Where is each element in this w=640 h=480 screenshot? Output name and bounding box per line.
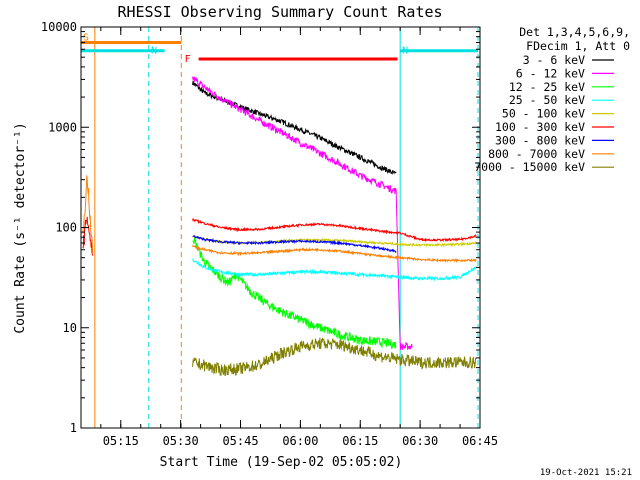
x-tick-label-05-30: 05:30: [163, 434, 199, 448]
plot-area: S N N F: [80, 27, 479, 428]
y-tick-label-100: 100: [55, 221, 77, 235]
series-line-300-800-kev: [192, 234, 397, 254]
x-tick-label-06-45: 06:45: [462, 434, 498, 448]
x-tick-label-06-30: 06:30: [402, 434, 438, 448]
flag-label-n-2: N: [402, 46, 408, 57]
legend-label-7000-15000-kev: 7000 - 15000 keV: [474, 160, 585, 174]
pre-segment-800-7000-kev: [82, 175, 94, 253]
footer-date: 19-Oct-2021 15:21: [540, 468, 632, 478]
pre-segment-100-300-kev: [82, 216, 94, 256]
x-axis-ticks: 05:15 05:30 05:45 06:00 06:15 06:30 06:45: [100, 27, 498, 448]
legend-label-50-100-kev: 50 - 100 keV: [502, 107, 585, 121]
y-axis-ticks: 1 10 100 1000 10000: [41, 20, 480, 435]
y-tick-label-1: 1: [70, 421, 77, 435]
flag-label-s-0: S: [83, 33, 89, 44]
y-axis-label: Count Rate (s⁻¹ detector⁻¹): [13, 122, 28, 333]
series-line-7000-15000-kev: [192, 337, 477, 377]
legend-header-2: FDecim 1, Att 0: [526, 39, 630, 53]
series-line-800-7000-kev: [192, 244, 477, 263]
legend-label-100-300-kev: 100 - 300 keV: [495, 120, 585, 134]
series-line-3-6-kev: [192, 80, 397, 175]
series-line-100-300-kev: [192, 218, 477, 243]
legend-label-12-25-kev: 12 - 25 keV: [509, 80, 585, 94]
y-tick-label-10: 10: [63, 321, 77, 335]
legend-label-3-6-kev: 3 - 6 keV: [523, 53, 585, 67]
x-tick-label-06-00: 06:00: [282, 434, 318, 448]
flag-label-n-1: N: [151, 46, 157, 57]
series-line-12-25-kev: [192, 237, 397, 349]
x-tick-label-05-15: 05:15: [103, 434, 139, 448]
x-axis-label: Start Time (19-Sep-02 05:05:02): [160, 455, 403, 470]
x-tick-label-06-15: 06:15: [342, 434, 378, 448]
series-line-6-12-kev: [192, 76, 413, 351]
chart-title: RHESSI Observing Summary Count Rates: [117, 3, 442, 21]
flag-label-f-3: F: [185, 54, 191, 65]
legend: Det 1,3,4,5,6,9, FDecim 1, Att 0 3 - 6 k…: [474, 25, 630, 174]
legend-label-300-800-kev: 300 - 800 keV: [495, 133, 585, 147]
series-line-25-50-kev: [192, 258, 477, 282]
x-tick-label-05-45: 05:45: [222, 434, 258, 448]
legend-label-800-7000-kev: 800 - 7000 keV: [488, 147, 585, 161]
legend-label-6-12-kev: 6 - 12 keV: [516, 66, 585, 80]
legend-header-1: Det 1,3,4,5,6,9,: [519, 25, 630, 39]
y-tick-label-1000: 1000: [48, 120, 77, 134]
legend-label-25-50-kev: 25 - 50 keV: [509, 93, 585, 107]
y-tick-label-10000: 10000: [41, 20, 77, 34]
